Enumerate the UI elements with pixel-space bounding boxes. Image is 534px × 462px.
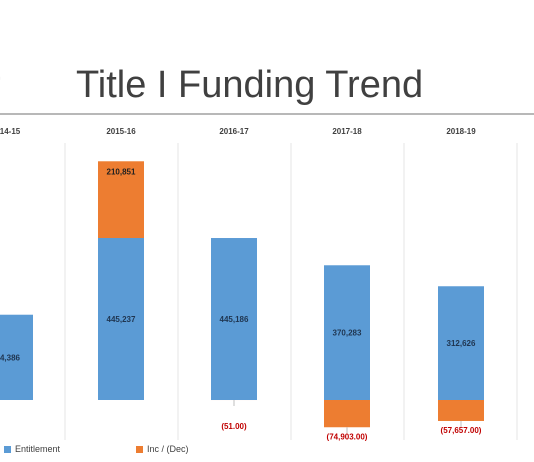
legend: Entitlement Inc / (Dec)	[0, 444, 534, 458]
category-label-0: 14-15	[0, 127, 21, 136]
category-label-4: 2018-19	[446, 127, 476, 136]
bar-inc-dec-4	[438, 400, 484, 421]
data-label-inc-dec-3: (74,903.00)	[327, 432, 368, 441]
data-label-entitlement-3: 370,283	[333, 329, 362, 338]
legend-item-inc-dec: Inc / (Dec)	[136, 444, 189, 454]
legend-item-entitlement: Entitlement	[4, 444, 60, 454]
legend-swatch-inc-dec	[136, 445, 143, 453]
category-label-2: 2016-17	[219, 127, 249, 136]
data-label-inc-dec-2: (51.00)	[221, 422, 247, 431]
bar-entitlement-4	[438, 286, 484, 400]
bar-inc-dec-1	[98, 161, 144, 238]
bar-entitlement-0	[0, 314, 33, 400]
title-fragment: r	[0, 64, 1, 107]
data-label-inc-dec-1: 210,851	[107, 167, 136, 176]
bar-inc-dec-3	[324, 400, 370, 428]
bar-entitlement-2	[211, 238, 257, 400]
bar-entitlement-1	[98, 238, 144, 400]
category-label-3: 2017-18	[332, 127, 362, 136]
data-label-entitlement-0: 4,386	[0, 353, 21, 362]
legend-swatch-entitlement	[4, 445, 11, 453]
bar-entitlement-3	[324, 265, 370, 400]
data-label-inc-dec-4: (57,657.00)	[441, 426, 482, 435]
legend-label-entitlement: Entitlement	[15, 444, 61, 454]
data-label-entitlement-1: 445,237	[107, 315, 136, 324]
title-divider	[0, 113, 534, 115]
category-label-1: 2015-16	[106, 127, 136, 136]
chart-title: Title I Funding Trend	[76, 64, 424, 106]
data-label-entitlement-2: 445,186	[220, 315, 249, 324]
data-label-entitlement-4: 312,626	[447, 339, 476, 348]
legend-label-inc-dec: Inc / (Dec)	[147, 444, 189, 454]
